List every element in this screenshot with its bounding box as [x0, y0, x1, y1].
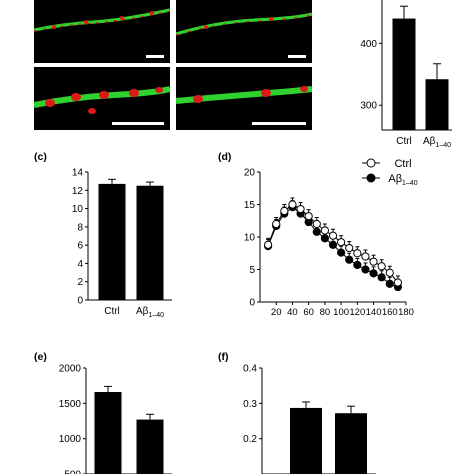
y-tick-label: 6 — [77, 241, 83, 252]
data-point-0-13 — [369, 257, 378, 266]
y-tick-label: 0.2 — [243, 434, 257, 445]
chart-c: 0 2 4 6 8 10 12 14 Ctrl Aβ1–40 — [72, 168, 172, 319]
data-point-0-1 — [272, 219, 281, 229]
y-tick-label: 0 — [249, 298, 255, 309]
panel-label-e: (e) — [34, 351, 47, 363]
y-tick-label: 0 — [77, 296, 83, 307]
data-point-0-7 — [320, 226, 329, 235]
scale-bar — [146, 55, 164, 58]
bar-0 — [94, 392, 122, 474]
data-point-0-8 — [328, 231, 338, 240]
data-point-1-11 — [353, 260, 362, 270]
y-tick-label: 300 — [360, 101, 377, 112]
x-tick-label: 80 — [320, 307, 331, 318]
data-point-1-12 — [361, 265, 370, 274]
x-tick-label: 120 — [349, 307, 365, 318]
panel-label-c: (c) — [34, 151, 47, 163]
scale-bar — [112, 122, 164, 125]
data-point-0-11 — [353, 249, 362, 258]
data-point-0-6 — [312, 219, 321, 229]
y-tick-label: 10 — [244, 233, 256, 244]
data-point-1-15 — [385, 279, 394, 288]
dendrite-abeta-top — [176, 12, 312, 58]
legend-marker-0 — [366, 158, 376, 168]
y-tick-label: 400 — [360, 39, 377, 50]
scale-bar — [252, 122, 306, 125]
bar-0 — [392, 18, 416, 131]
data-point-0-0 — [264, 240, 273, 249]
micro-image-ctrl-top — [34, 0, 170, 63]
dendrite-ctrl-top — [34, 8, 170, 58]
data-point-1-9 — [337, 248, 346, 257]
y-tick-label: 2 — [77, 277, 83, 288]
data-point-0-3 — [288, 200, 297, 209]
data-point-0-2 — [280, 206, 289, 216]
micro-image-ctrl-zoom — [34, 67, 170, 130]
data-point-0-5 — [304, 212, 313, 221]
panel-label-f: (f) — [218, 351, 229, 363]
x-tick-label: 140 — [366, 307, 382, 318]
legend-marker-1 — [366, 173, 376, 183]
y-tick-label: 0.3 — [243, 399, 257, 410]
y-tick-label: 4 — [77, 259, 83, 270]
data-point-1-13 — [369, 269, 378, 278]
data-point-1-7 — [320, 234, 329, 243]
y-tick-label: 10 — [72, 204, 84, 215]
bar-1 — [136, 185, 164, 300]
y-tick-label: 20 — [244, 168, 256, 179]
data-point-0-14 — [377, 262, 386, 271]
y-tick-label: 500 — [64, 470, 81, 474]
data-point-0-4 — [296, 204, 305, 214]
y-tick-label: 1000 — [59, 434, 82, 445]
y-tick-label: 5 — [249, 265, 255, 276]
micro-image-abeta-zoom — [176, 67, 312, 130]
category-label-1: Aβ1–40 — [423, 136, 451, 149]
micro-image-abeta-top — [176, 0, 312, 63]
y-tick-label: 14 — [72, 168, 84, 179]
y-tick-label: 1500 — [59, 399, 82, 410]
legend-label-0: Ctrl — [394, 158, 411, 170]
data-point-0-16 — [393, 278, 402, 287]
chart-d: 0 5 10 15 20 20 40 60 80 100 120 140 160 180 Ctrl Aβ1–4… — [244, 158, 418, 318]
bar-0 — [98, 183, 126, 300]
bar-1 — [136, 419, 164, 474]
x-tick-label: 20 — [271, 307, 282, 318]
category-label-1: Aβ1–40 — [136, 306, 164, 319]
data-point-1-10 — [345, 255, 354, 264]
dendrite-abeta-zoom — [176, 86, 312, 125]
y-tick-label: 8 — [77, 222, 83, 233]
x-tick-label: 180 — [398, 307, 414, 318]
data-point-0-10 — [345, 243, 354, 253]
bar-1 — [425, 79, 449, 130]
x-tick-label: 40 — [287, 307, 298, 318]
x-tick-label: 60 — [303, 307, 314, 318]
x-tick-label: 160 — [382, 307, 398, 318]
y-tick-label: 15 — [244, 200, 256, 211]
dendrite-ctrl-zoom — [34, 86, 170, 125]
y-tick-label: 2000 — [59, 364, 82, 375]
chart-e: 500 1000 1500 2000 — [59, 364, 172, 474]
bar-0 — [290, 407, 322, 474]
data-point-0-9 — [337, 238, 346, 247]
x-tick-label: 100 — [333, 307, 349, 318]
data-point-1-6 — [312, 227, 321, 236]
bar-1 — [335, 413, 367, 474]
chart-f: 0.2 0.3 0.4 — [243, 364, 376, 474]
category-label-0: Ctrl — [396, 136, 412, 147]
legend-label-1: Aβ1–40 — [388, 173, 417, 187]
data-point-1-14 — [377, 273, 386, 282]
panel-label-d: (d) — [218, 151, 231, 163]
y-tick-label: 0.4 — [243, 364, 257, 375]
data-point-0-12 — [361, 252, 370, 261]
category-label-0: Ctrl — [104, 306, 120, 317]
chart-b: 300 400 Ctrl Aβ1–40 — [360, 0, 452, 149]
scale-bar — [288, 55, 306, 58]
y-tick-label: 12 — [72, 186, 84, 197]
data-point-1-8 — [328, 240, 338, 249]
data-point-0-15 — [385, 268, 394, 277]
